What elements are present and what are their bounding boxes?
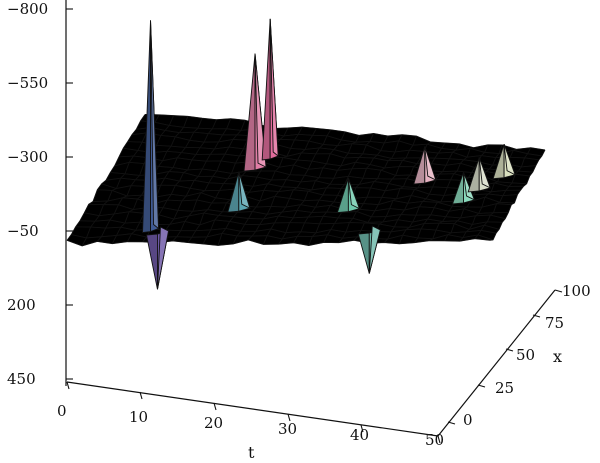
surface-grid-line: [110, 171, 521, 193]
peak-back-5: [347, 177, 361, 210]
t-tick-label-3: 30: [278, 420, 297, 438]
t-tick-mark-3: [287, 413, 291, 422]
surface-grid-line: [101, 183, 515, 204]
surface-grid-line: [144, 114, 546, 151]
surface-grid-line: [66, 238, 491, 247]
x-tick-label-0: 0: [463, 411, 473, 429]
z-tick-label-2: −300: [7, 148, 48, 166]
surface-grid-line: [127, 141, 533, 173]
t-tick-label-1: 10: [129, 408, 148, 426]
t-tick-label-4: 40: [350, 426, 369, 444]
x-tick-mark-0: [447, 421, 456, 425]
surface-grid-line: [92, 197, 509, 214]
x-tick-label-3: 75: [545, 314, 564, 332]
x-tick-label-1: 25: [495, 379, 514, 397]
z-tick-label-3: −50: [7, 222, 39, 240]
surface-grid-line: [136, 127, 539, 161]
surface-grid-line: [131, 132, 536, 168]
peak-left-3: [243, 53, 256, 172]
peak-back-4: [269, 18, 279, 157]
peak-left-1: [145, 233, 158, 290]
peak-back-2: [238, 171, 251, 210]
x-axis-title: x: [553, 347, 562, 366]
x-tick-label-2: 50: [516, 346, 535, 364]
t-tick-label-5: 50: [425, 431, 444, 449]
peak-back-1: [157, 226, 169, 290]
peak-left-4: [261, 18, 271, 161]
t-axis-title: t: [248, 443, 255, 462]
peak-layer: [142, 18, 516, 290]
surface-grid-line: [105, 177, 518, 197]
x-axis-line: [437, 289, 556, 437]
x-tick-mark-4: [554, 289, 563, 293]
z-tick-label-5: 450: [7, 370, 36, 388]
z-tick-label-0: −800: [7, 0, 48, 18]
peak-back-8: [463, 172, 476, 201]
axis-layer: [65, 0, 563, 444]
t-tick-label-2: 20: [204, 414, 223, 432]
t-tick-label-0: 0: [57, 402, 67, 420]
x-tick-mark-3: [532, 314, 541, 318]
peak-back-9: [478, 157, 492, 189]
t-axis-line: [66, 381, 439, 437]
t-tick-mark-2: [213, 402, 217, 411]
z-tick-label-1: −550: [7, 74, 48, 92]
peak-left-6: [357, 232, 370, 274]
z-tick-label-4: 200: [7, 296, 36, 314]
t-tick-mark-1: [139, 391, 143, 400]
t-tick-mark-5: [437, 435, 441, 444]
surface-grid-line: [123, 147, 530, 177]
surface-grid-line: [118, 155, 527, 185]
surface-grid-line: [71, 232, 494, 241]
surface-grid-line: [97, 189, 512, 208]
peak-back-6: [368, 225, 381, 274]
t-tick-mark-0: [66, 381, 70, 390]
x-tick-mark-1: [477, 384, 486, 388]
peak-back-10: [503, 144, 516, 176]
surface-grid-line: [114, 161, 524, 187]
x-tick-mark-2: [505, 348, 514, 352]
peak-back-0: [150, 20, 160, 230]
surface-grid-line: [140, 120, 543, 157]
t-tick-mark-4: [360, 424, 364, 433]
peak-back-7: [424, 146, 437, 181]
x-tick-label-4: 100: [562, 282, 591, 300]
